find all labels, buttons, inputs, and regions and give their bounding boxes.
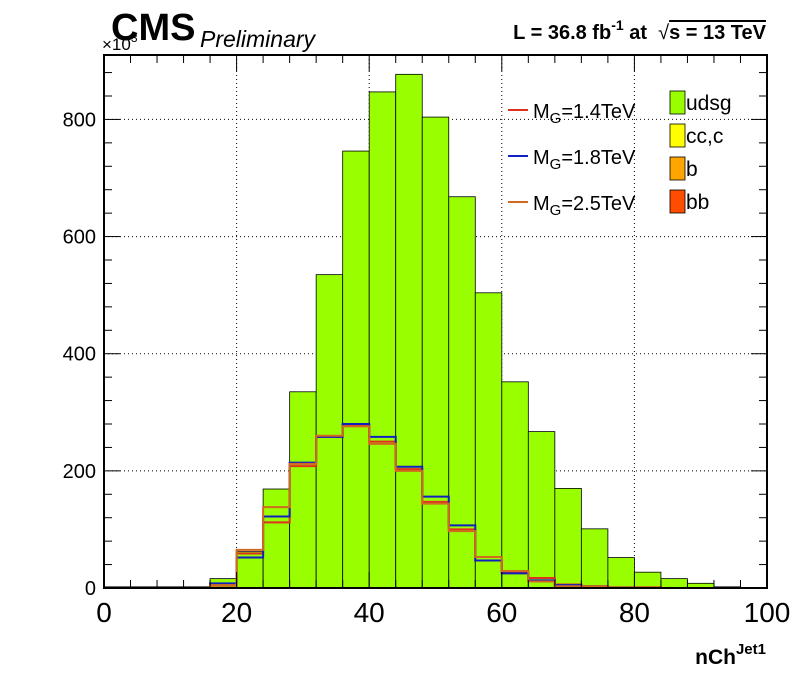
- legend-label: cc,c: [686, 125, 723, 148]
- x-axis-title: nChJet1: [695, 641, 766, 669]
- legend-label: b: [686, 158, 698, 181]
- x-tick-label: 60: [486, 597, 517, 628]
- x-tick-label: 0: [96, 597, 112, 628]
- bar-udsg: [289, 391, 317, 589]
- x-tick-label: 20: [221, 597, 252, 628]
- series-udsg: [103, 73, 768, 589]
- legend-label: MG=1.4TeV: [533, 101, 636, 127]
- y-tick-label: 0: [85, 578, 96, 600]
- legend-swatch-box: [669, 123, 686, 148]
- bar-udsg: [527, 431, 556, 589]
- bar-udsg: [448, 196, 476, 589]
- x-tick-label: 40: [354, 597, 385, 628]
- status-label: Preliminary: [200, 26, 317, 52]
- bar-udsg: [660, 578, 688, 589]
- experiment-label: CMS: [111, 7, 195, 49]
- bar-udsg: [342, 150, 370, 589]
- legend-label: MG=2.5TeV: [533, 193, 636, 219]
- bar-udsg: [580, 528, 609, 589]
- legend-label: bb: [686, 191, 709, 214]
- x-tick-labels: 0 20 40 60 80 100: [96, 597, 790, 628]
- legend-swatch-box: [669, 156, 686, 181]
- y-tick-label: 800: [63, 109, 96, 131]
- bar-udsg: [368, 91, 397, 589]
- bar-udsg: [421, 116, 450, 589]
- y-tick-label: 400: [63, 344, 96, 366]
- y-tick-labels: 0 200 400 600 800: [63, 109, 96, 600]
- x-tick-label: 100: [744, 597, 791, 628]
- y-multiplier: ×103: [102, 31, 138, 54]
- lumi-label: L = 36.8 fb-1 at √s = 13 TeV: [513, 17, 766, 44]
- bar-udsg: [474, 292, 503, 589]
- bar-udsg: [501, 381, 529, 589]
- legend-swatch-box: [669, 90, 686, 115]
- y-multiplier-exp: 3: [131, 31, 138, 45]
- bar-udsg: [395, 73, 423, 589]
- axis-ticks: [103, 55, 768, 589]
- bar-udsg: [554, 488, 582, 589]
- legend-label: MG=1.8TeV: [533, 147, 636, 173]
- bar-udsg: [607, 557, 635, 589]
- x-tick-label: 80: [619, 597, 650, 628]
- y-tick-label: 200: [63, 461, 96, 483]
- y-tick-label: 600: [63, 227, 96, 249]
- legend-label: udsg: [686, 92, 732, 115]
- bar-udsg: [262, 488, 291, 589]
- legend-swatch-box: [669, 189, 686, 214]
- bar-udsg: [315, 274, 344, 589]
- bar-udsg: [634, 571, 662, 589]
- plot-frame: [103, 54, 768, 589]
- stacked-histogram: [103, 73, 768, 589]
